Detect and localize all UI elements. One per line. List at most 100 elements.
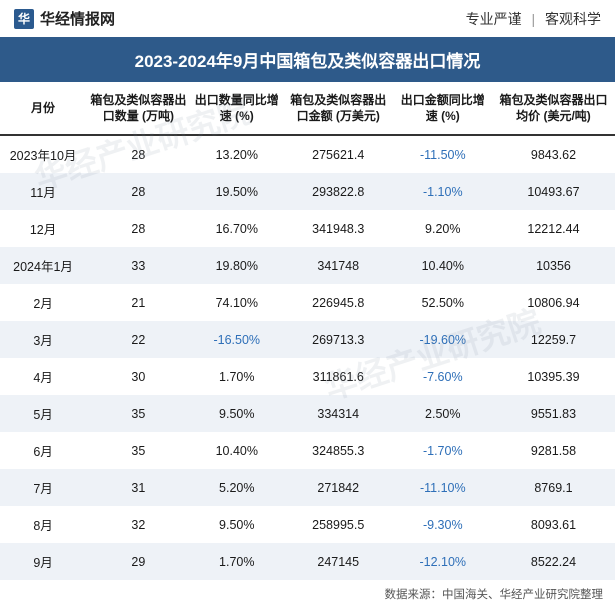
cell-val-growth: 2.50% <box>394 395 492 432</box>
cell-avg-price: 9843.62 <box>492 135 615 173</box>
cell-month: 3月 <box>0 321 86 358</box>
cell-qty-growth: 1.70% <box>191 543 283 580</box>
cell-value: 247145 <box>283 543 394 580</box>
cell-qty-growth: 19.80% <box>191 247 283 284</box>
cell-value: 341748 <box>283 247 394 284</box>
cell-val-growth: 10.40% <box>394 247 492 284</box>
cell-month: 2月 <box>0 284 86 321</box>
cell-qty: 28 <box>86 210 191 247</box>
data-table: 月份 箱包及类似容器出口数量 (万吨) 出口数量同比增速 (%) 箱包及类似容器… <box>0 82 615 580</box>
table-row: 3月22-16.50%269713.3-19.60%12259.7 <box>0 321 615 358</box>
cell-month: 8月 <box>0 506 86 543</box>
col-header-month: 月份 <box>0 82 86 135</box>
cell-val-growth: -11.10% <box>394 469 492 506</box>
col-header-qty-growth: 出口数量同比增速 (%) <box>191 82 283 135</box>
table-row: 2月2174.10%226945.852.50%10806.94 <box>0 284 615 321</box>
cell-avg-price: 9551.83 <box>492 395 615 432</box>
cell-month: 6月 <box>0 432 86 469</box>
cell-avg-price: 10356 <box>492 247 615 284</box>
col-header-qty: 箱包及类似容器出口数量 (万吨) <box>86 82 191 135</box>
table-body: 2023年10月2813.20%275621.4-11.50%9843.6211… <box>0 135 615 580</box>
cell-qty-growth: 9.50% <box>191 395 283 432</box>
cell-qty: 30 <box>86 358 191 395</box>
cell-value: 334314 <box>283 395 394 432</box>
logo-text: 华经情报网 <box>40 8 115 29</box>
tagline-left: 专业严谨 <box>466 11 522 27</box>
cell-qty-growth: 16.70% <box>191 210 283 247</box>
brand-header: 华 华经情报网 专业严谨 | 客观科学 <box>0 0 615 37</box>
cell-val-growth: 52.50% <box>394 284 492 321</box>
col-header-val-growth: 出口金额同比增速 (%) <box>394 82 492 135</box>
cell-avg-price: 8522.24 <box>492 543 615 580</box>
cell-value: 275621.4 <box>283 135 394 173</box>
table-row: 8月329.50%258995.5-9.30%8093.61 <box>0 506 615 543</box>
cell-value: 311861.6 <box>283 358 394 395</box>
cell-month: 2023年10月 <box>0 135 86 173</box>
tagline-sep: | <box>531 11 535 27</box>
table-row: 12月2816.70%341948.39.20%12212.44 <box>0 210 615 247</box>
cell-qty: 32 <box>86 506 191 543</box>
table-row: 7月315.20%271842-11.10%8769.1 <box>0 469 615 506</box>
table-row: 6月3510.40%324855.3-1.70%9281.58 <box>0 432 615 469</box>
header-row: 月份 箱包及类似容器出口数量 (万吨) 出口数量同比增速 (%) 箱包及类似容器… <box>0 82 615 135</box>
cell-val-growth: -19.60% <box>394 321 492 358</box>
cell-val-growth: -12.10% <box>394 543 492 580</box>
cell-qty-growth: 13.20% <box>191 135 283 173</box>
cell-qty: 35 <box>86 395 191 432</box>
col-header-avg-price: 箱包及类似容器出口均价 (美元/吨) <box>492 82 615 135</box>
cell-month: 12月 <box>0 210 86 247</box>
cell-value: 324855.3 <box>283 432 394 469</box>
cell-value: 341948.3 <box>283 210 394 247</box>
cell-val-growth: -11.50% <box>394 135 492 173</box>
table-row: 2023年10月2813.20%275621.4-11.50%9843.62 <box>0 135 615 173</box>
tagline: 专业严谨 | 客观科学 <box>466 9 601 29</box>
cell-avg-price: 8769.1 <box>492 469 615 506</box>
cell-qty-growth: -16.50% <box>191 321 283 358</box>
cell-month: 4月 <box>0 358 86 395</box>
cell-qty: 33 <box>86 247 191 284</box>
cell-qty-growth: 1.70% <box>191 358 283 395</box>
cell-month: 5月 <box>0 395 86 432</box>
page-title: 2023-2024年9月中国箱包及类似容器出口情况 <box>0 37 615 82</box>
cell-avg-price: 10806.94 <box>492 284 615 321</box>
cell-qty: 31 <box>86 469 191 506</box>
cell-qty-growth: 19.50% <box>191 173 283 210</box>
cell-qty: 21 <box>86 284 191 321</box>
cell-month: 9月 <box>0 543 86 580</box>
cell-month: 11月 <box>0 173 86 210</box>
cell-month: 7月 <box>0 469 86 506</box>
cell-qty: 35 <box>86 432 191 469</box>
logo-icon: 华 <box>14 9 34 29</box>
cell-avg-price: 10493.67 <box>492 173 615 210</box>
cell-val-growth: 9.20% <box>394 210 492 247</box>
table-row: 5月359.50%3343142.50%9551.83 <box>0 395 615 432</box>
cell-avg-price: 10395.39 <box>492 358 615 395</box>
cell-value: 271842 <box>283 469 394 506</box>
cell-avg-price: 8093.61 <box>492 506 615 543</box>
cell-val-growth: -9.30% <box>394 506 492 543</box>
footer-source: 数据来源：中国海关、华经产业研究院整理 <box>0 580 615 602</box>
cell-qty-growth: 10.40% <box>191 432 283 469</box>
cell-qty-growth: 5.20% <box>191 469 283 506</box>
table-row: 2024年1月3319.80%34174810.40%10356 <box>0 247 615 284</box>
cell-qty: 22 <box>86 321 191 358</box>
table-row: 9月291.70%247145-12.10%8522.24 <box>0 543 615 580</box>
cell-value: 258995.5 <box>283 506 394 543</box>
logo-block: 华 华经情报网 <box>14 8 115 29</box>
cell-value: 269713.3 <box>283 321 394 358</box>
cell-qty-growth: 74.10% <box>191 284 283 321</box>
tagline-right: 客观科学 <box>545 11 601 27</box>
col-header-value: 箱包及类似容器出口金额 (万美元) <box>283 82 394 135</box>
cell-qty: 29 <box>86 543 191 580</box>
cell-qty-growth: 9.50% <box>191 506 283 543</box>
table-row: 4月301.70%311861.6-7.60%10395.39 <box>0 358 615 395</box>
cell-val-growth: -1.70% <box>394 432 492 469</box>
cell-qty: 28 <box>86 173 191 210</box>
cell-value: 293822.8 <box>283 173 394 210</box>
cell-avg-price: 12212.44 <box>492 210 615 247</box>
cell-month: 2024年1月 <box>0 247 86 284</box>
table-row: 11月2819.50%293822.8-1.10%10493.67 <box>0 173 615 210</box>
cell-avg-price: 12259.7 <box>492 321 615 358</box>
cell-val-growth: -1.10% <box>394 173 492 210</box>
cell-value: 226945.8 <box>283 284 394 321</box>
